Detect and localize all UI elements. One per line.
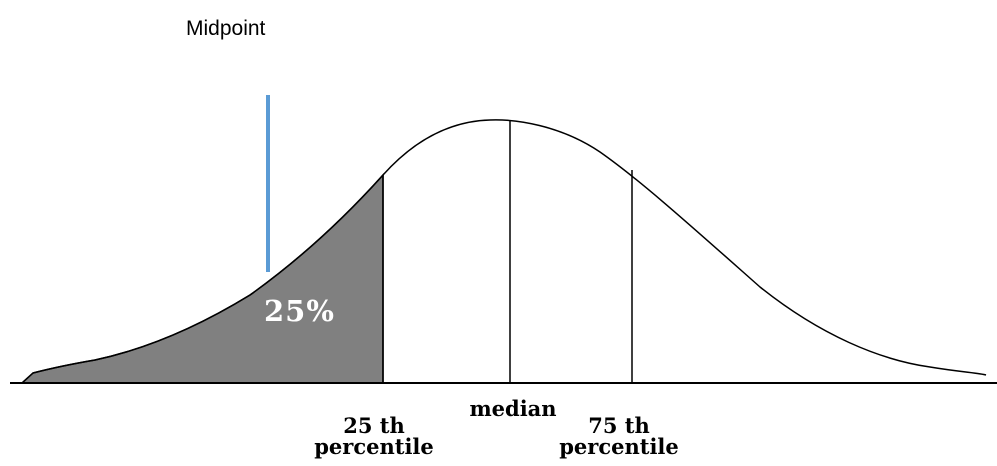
median-label-text: median	[469, 396, 557, 421]
p25-label-line1: 25 th	[343, 413, 405, 438]
p25-label-line2: percentile	[314, 434, 434, 459]
p25-label: 25 th percentile	[310, 415, 438, 457]
p75-label: 75 th percentile	[555, 415, 683, 457]
bell-curve	[21, 119, 987, 384]
median-label: median	[458, 398, 568, 419]
midpoint-label: Midpoint	[186, 17, 266, 40]
shaded-percent-label: 25%	[264, 294, 335, 328]
shaded-area-25-percent	[20, 173, 384, 384]
p75-label-line1: 75 th	[588, 413, 650, 438]
p75-label-line2: percentile	[559, 434, 679, 459]
